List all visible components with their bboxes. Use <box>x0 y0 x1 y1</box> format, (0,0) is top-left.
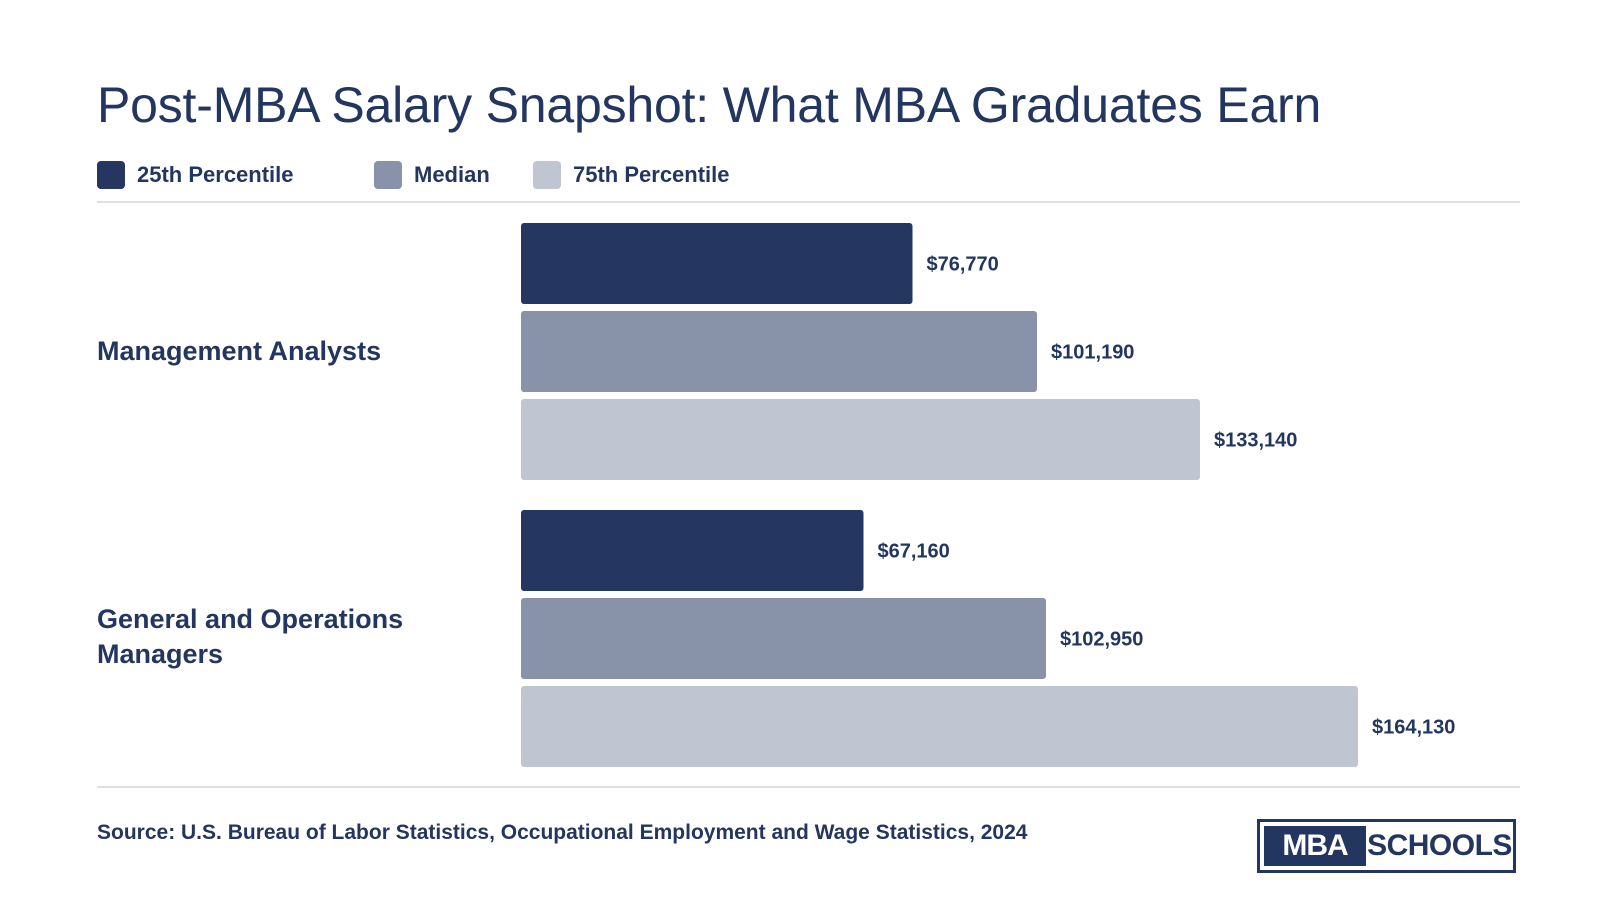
category-label-management-analysts: Management Analysts <box>97 336 382 366</box>
legend-item-75th-percentile: 75th Percentile <box>533 161 730 189</box>
legend-swatch-25th-percentile <box>97 161 125 189</box>
legend-label-median: Median <box>414 162 490 187</box>
bar-management-analysts-25th-percentile <box>521 223 913 304</box>
legend-swatch-75th-percentile <box>533 161 561 189</box>
chart-title: Post-MBA Salary Snapshot: What MBA Gradu… <box>97 77 1322 133</box>
source-note: Source: U.S. Bureau of Labor Statistics,… <box>97 821 1028 844</box>
bottom-divider <box>97 786 1520 788</box>
value-label-general-and-operations-managers-75th-percentile: $164,130 <box>1372 717 1455 739</box>
value-label-management-analysts-25th-percentile: $76,770 <box>926 254 998 276</box>
mba-schools-logo: MBA SCHOOLS <box>1257 819 1516 873</box>
legend-item-25th-percentile: 25th Percentile <box>97 161 294 189</box>
bar-management-analysts-median <box>521 311 1038 392</box>
logo-text-schools: SCHOOLS <box>1367 829 1512 862</box>
bar-general-and-operations-managers-median <box>521 598 1047 679</box>
value-label-general-and-operations-managers-median: $102,950 <box>1060 629 1143 651</box>
bar-general-and-operations-managers-75th-percentile <box>521 686 1358 767</box>
category-label-general-operations-managers: General and Operations Managers <box>97 604 404 669</box>
value-label-management-analysts-median: $101,190 <box>1051 342 1134 364</box>
legend-label-25th-percentile: 25th Percentile <box>137 162 294 187</box>
value-label-general-and-operations-managers-25th-percentile: $67,160 <box>877 541 949 563</box>
bar-general-and-operations-managers-25th-percentile <box>521 510 864 591</box>
logo-text-mba: MBA <box>1264 826 1366 866</box>
legend-item-median: Median <box>374 161 490 189</box>
bar-management-analysts-75th-percentile <box>521 399 1200 480</box>
top-divider <box>97 201 1520 203</box>
legend-label-75th-percentile: 75th Percentile <box>573 162 730 187</box>
value-label-management-analysts-75th-percentile: $133,140 <box>1214 430 1297 452</box>
legend-swatch-median <box>374 161 402 189</box>
